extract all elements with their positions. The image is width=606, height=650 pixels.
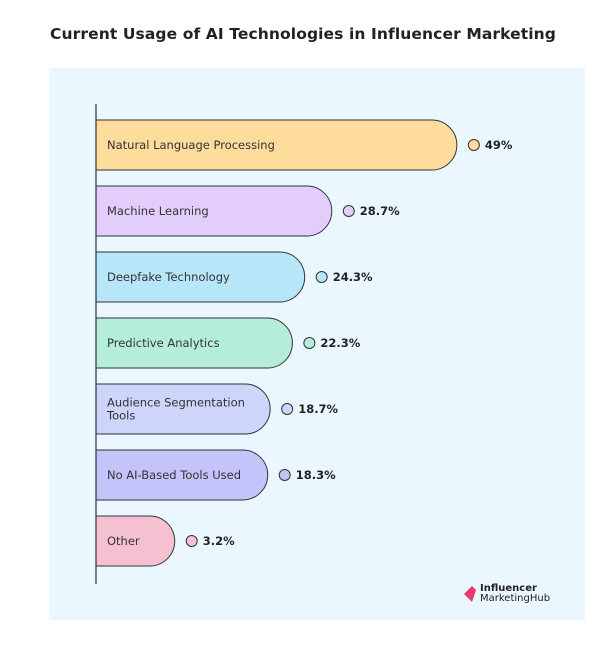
value-label: 3.2% bbox=[203, 534, 235, 548]
value-marker bbox=[185, 535, 198, 547]
chart-title: Current Usage of AI Technologies in Infl… bbox=[49, 25, 557, 43]
bar bbox=[95, 515, 176, 567]
bar bbox=[95, 251, 306, 303]
bar-group: Natural Language Processing 49% bbox=[95, 119, 513, 171]
category-label: Predictive Analytics bbox=[107, 336, 220, 350]
value-label: 22.3% bbox=[320, 336, 360, 350]
value-label: 49% bbox=[485, 138, 513, 152]
category-label: Machine Learning bbox=[107, 204, 209, 218]
logo-line2: MarketingHub bbox=[480, 593, 551, 604]
value-marker bbox=[342, 205, 355, 217]
bar bbox=[95, 185, 333, 237]
value-label: 28.7% bbox=[360, 204, 400, 218]
value-label: 18.3% bbox=[296, 468, 336, 482]
category-label: Deepfake Technology bbox=[107, 270, 230, 284]
bar bbox=[95, 119, 458, 171]
bar bbox=[95, 317, 293, 369]
bar-group: Deepfake Technology 24.3% bbox=[95, 251, 373, 303]
bar-group: Other 3.2% bbox=[95, 515, 235, 567]
category-label: Audience Segmentation Tools bbox=[106, 396, 245, 423]
bar-group: Machine Learning 28.7% bbox=[95, 185, 400, 237]
logo: Influencer MarketingHub bbox=[462, 584, 550, 604]
value-marker bbox=[278, 469, 291, 481]
value-marker bbox=[467, 139, 480, 151]
value-marker bbox=[281, 403, 294, 415]
value-label: 18.7% bbox=[298, 402, 338, 416]
value-marker bbox=[303, 337, 316, 349]
bar bbox=[95, 383, 271, 435]
logo-icon bbox=[464, 586, 476, 602]
category-label: No AI-Based Tools Used bbox=[107, 468, 241, 482]
bar-group: No AI-Based Tools Used 18.3% bbox=[95, 449, 336, 501]
category-label: Other bbox=[107, 534, 140, 548]
bar-group: Predictive Analytics 22.3% bbox=[95, 317, 361, 369]
logo-line1: Influencer bbox=[480, 583, 537, 594]
value-marker bbox=[315, 271, 328, 283]
bar-group: Audience Segmentation Tools 18.7% bbox=[95, 383, 339, 435]
value-label: 24.3% bbox=[333, 270, 373, 284]
category-label: Natural Language Processing bbox=[107, 138, 275, 152]
bar bbox=[95, 449, 269, 501]
